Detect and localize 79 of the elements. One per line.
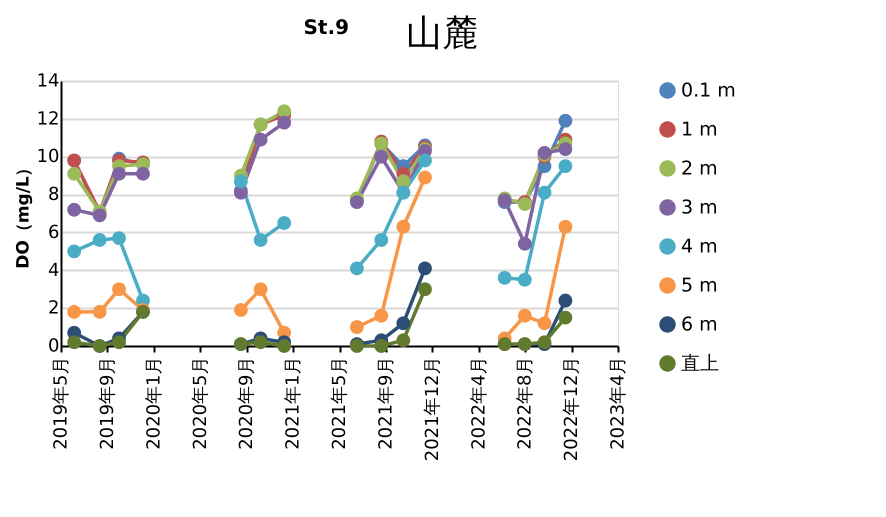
legend-label: 2 m xyxy=(681,158,718,180)
y-tick-label: 4 xyxy=(48,260,60,281)
point xyxy=(558,159,572,174)
point xyxy=(234,174,248,188)
point xyxy=(374,150,388,164)
x-tick-label: 2020年5月 xyxy=(190,356,211,450)
point xyxy=(92,233,107,247)
point xyxy=(374,308,388,323)
x-tick-label: 2021年9月 xyxy=(375,356,396,450)
point xyxy=(277,116,292,130)
point xyxy=(112,335,126,350)
point xyxy=(277,339,292,353)
y-tick-label: 14 xyxy=(36,70,60,92)
point xyxy=(350,262,364,276)
point xyxy=(112,282,126,296)
x-tick-label: 2019年5月 xyxy=(50,356,72,450)
point xyxy=(418,282,432,296)
x-tick-label: 2021年1月 xyxy=(282,356,304,450)
point xyxy=(136,166,150,181)
x-tick-label: 2023年4月 xyxy=(608,356,628,450)
point xyxy=(498,270,512,285)
point xyxy=(418,154,432,168)
legend-label: 3 m xyxy=(681,196,718,218)
y-tick-label: 12 xyxy=(36,108,60,130)
point xyxy=(112,166,126,181)
point xyxy=(350,320,364,334)
point xyxy=(254,335,268,350)
y-tick-label: 6 xyxy=(48,222,60,243)
point xyxy=(254,132,268,147)
point xyxy=(558,220,572,234)
point xyxy=(518,308,532,323)
chart-subtitle: 山麓 xyxy=(406,13,478,54)
point xyxy=(92,305,107,319)
point xyxy=(112,231,126,245)
point xyxy=(418,170,432,184)
point xyxy=(558,294,572,308)
point xyxy=(277,216,292,230)
point xyxy=(254,233,268,247)
x-tick-label: 2021年5月 xyxy=(329,356,350,450)
point xyxy=(518,236,532,251)
point xyxy=(374,233,388,247)
point xyxy=(234,303,248,317)
point xyxy=(518,272,532,287)
y-tick-label: 2 xyxy=(48,298,60,319)
chart-title: St.9 xyxy=(304,15,349,39)
y-tick-label: 8 xyxy=(48,184,60,206)
legend-label: 4 m xyxy=(681,236,718,258)
point xyxy=(67,335,82,350)
y-tick-label: 10 xyxy=(36,146,60,168)
point xyxy=(558,142,572,156)
point xyxy=(558,114,572,128)
y-tick-label: 0 xyxy=(48,336,60,356)
legend-label: 6 m xyxy=(681,314,718,336)
x-tick-label: 2021年12月 xyxy=(422,356,443,462)
point xyxy=(254,282,268,296)
legend-label: 0.1 m xyxy=(681,80,736,102)
point xyxy=(538,186,552,200)
point xyxy=(374,339,388,353)
point xyxy=(396,220,410,234)
legend-label: 直上 xyxy=(681,352,719,374)
x-tick-label: 2022年8月 xyxy=(514,356,536,450)
point xyxy=(396,333,410,348)
legend-label: 1 m xyxy=(681,118,718,140)
y-axis-title: DO（mg/L） xyxy=(14,159,34,269)
x-tick-label: 2019年9月 xyxy=(96,356,118,450)
point xyxy=(558,310,572,324)
point xyxy=(67,305,82,319)
point xyxy=(67,202,82,217)
point xyxy=(67,244,82,258)
x-tick-label: 2022年12月 xyxy=(561,356,582,462)
point xyxy=(418,262,432,276)
x-tick-label: 2020年1月 xyxy=(143,356,164,450)
x-tick-label: 2022年4月 xyxy=(468,356,490,450)
point xyxy=(67,166,82,181)
point xyxy=(396,316,410,330)
point xyxy=(396,174,410,188)
point xyxy=(538,316,552,330)
x-tick-label: 2020年9月 xyxy=(236,356,258,450)
legend-label: 5 m xyxy=(681,274,718,296)
